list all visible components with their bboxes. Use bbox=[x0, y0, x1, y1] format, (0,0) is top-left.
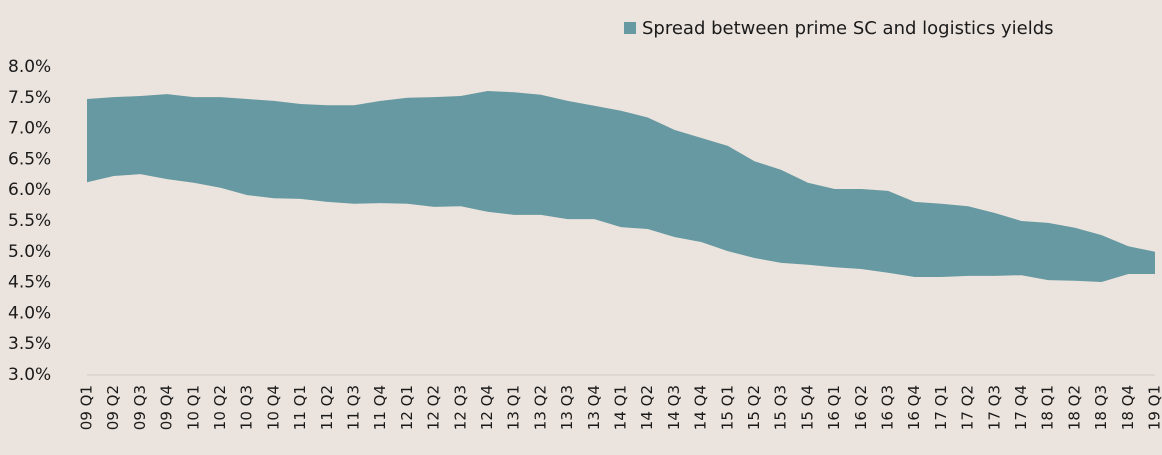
y-tick-label: 8.0% bbox=[8, 57, 51, 77]
x-tick-label: 19 Q1 bbox=[1146, 385, 1162, 430]
x-tick-label: 17 Q2 bbox=[959, 385, 977, 430]
x-tick-label: 15 Q4 bbox=[798, 385, 816, 430]
x-tick-label: 11 Q2 bbox=[318, 385, 336, 430]
x-tick-label: 12 Q1 bbox=[398, 385, 416, 430]
x-tick-label: 09 Q3 bbox=[131, 385, 149, 430]
x-tick-label: 12 Q2 bbox=[425, 385, 443, 430]
x-tick-label: 10 Q2 bbox=[211, 385, 229, 430]
x-tick-label: 11 Q1 bbox=[291, 385, 309, 430]
legend-label: Spread between prime SC and logistics yi… bbox=[642, 18, 1054, 39]
x-tick-label: 16 Q1 bbox=[825, 385, 843, 430]
x-tick-label: 10 Q1 bbox=[184, 385, 202, 430]
x-tick-label: 13 Q1 bbox=[505, 385, 523, 430]
spread-area bbox=[87, 91, 1155, 282]
x-tick-label: 14 Q3 bbox=[665, 385, 683, 430]
x-tick-label: 17 Q3 bbox=[985, 385, 1003, 430]
y-tick-label: 5.5% bbox=[8, 211, 51, 231]
y-tick-label: 4.5% bbox=[8, 273, 51, 293]
x-tick-label: 18 Q3 bbox=[1092, 385, 1110, 430]
x-tick-label: 17 Q4 bbox=[1012, 385, 1030, 430]
y-tick-label: 7.0% bbox=[8, 119, 51, 139]
x-tick-label: 11 Q4 bbox=[371, 385, 389, 430]
x-tick-label: 17 Q1 bbox=[932, 385, 950, 430]
x-tick-label: 09 Q2 bbox=[104, 385, 122, 430]
x-tick-label: 18 Q4 bbox=[1119, 385, 1137, 430]
x-tick-label: 09 Q4 bbox=[158, 385, 176, 430]
x-tick-label: 15 Q2 bbox=[745, 385, 763, 430]
x-tick-label: 14 Q4 bbox=[692, 385, 710, 430]
x-tick-label: 13 Q3 bbox=[558, 385, 576, 430]
x-tick-label: 14 Q1 bbox=[612, 385, 630, 430]
y-tick-label: 3.5% bbox=[8, 334, 51, 354]
x-tick-label: 09 Q1 bbox=[78, 385, 96, 430]
x-tick-label: 13 Q4 bbox=[585, 385, 603, 430]
y-tick-label: 6.5% bbox=[8, 149, 51, 169]
x-tick-label: 11 Q3 bbox=[345, 385, 363, 430]
y-tick-label: 5.0% bbox=[8, 242, 51, 262]
x-tick-label: 18 Q2 bbox=[1065, 385, 1083, 430]
legend-swatch bbox=[624, 22, 636, 34]
x-tick-label: 13 Q2 bbox=[531, 385, 549, 430]
x-tick-label: 15 Q3 bbox=[772, 385, 790, 430]
y-tick-label: 4.0% bbox=[8, 303, 51, 323]
y-tick-label: 7.5% bbox=[8, 88, 51, 108]
x-tick-label: 12 Q4 bbox=[478, 385, 496, 430]
x-tick-label: 10 Q4 bbox=[264, 385, 282, 430]
x-tick-label: 16 Q3 bbox=[879, 385, 897, 430]
x-tick-label: 14 Q2 bbox=[638, 385, 656, 430]
x-tick-label: 15 Q1 bbox=[718, 385, 736, 430]
y-tick-label: 3.0% bbox=[8, 365, 51, 385]
x-tick-label: 16 Q2 bbox=[852, 385, 870, 430]
x-tick-label: 18 Q1 bbox=[1039, 385, 1057, 430]
y-tick-label: 6.0% bbox=[8, 180, 51, 200]
x-tick-label: 12 Q3 bbox=[451, 385, 469, 430]
x-tick-label: 16 Q4 bbox=[905, 385, 923, 430]
x-tick-label: 10 Q3 bbox=[238, 385, 256, 430]
